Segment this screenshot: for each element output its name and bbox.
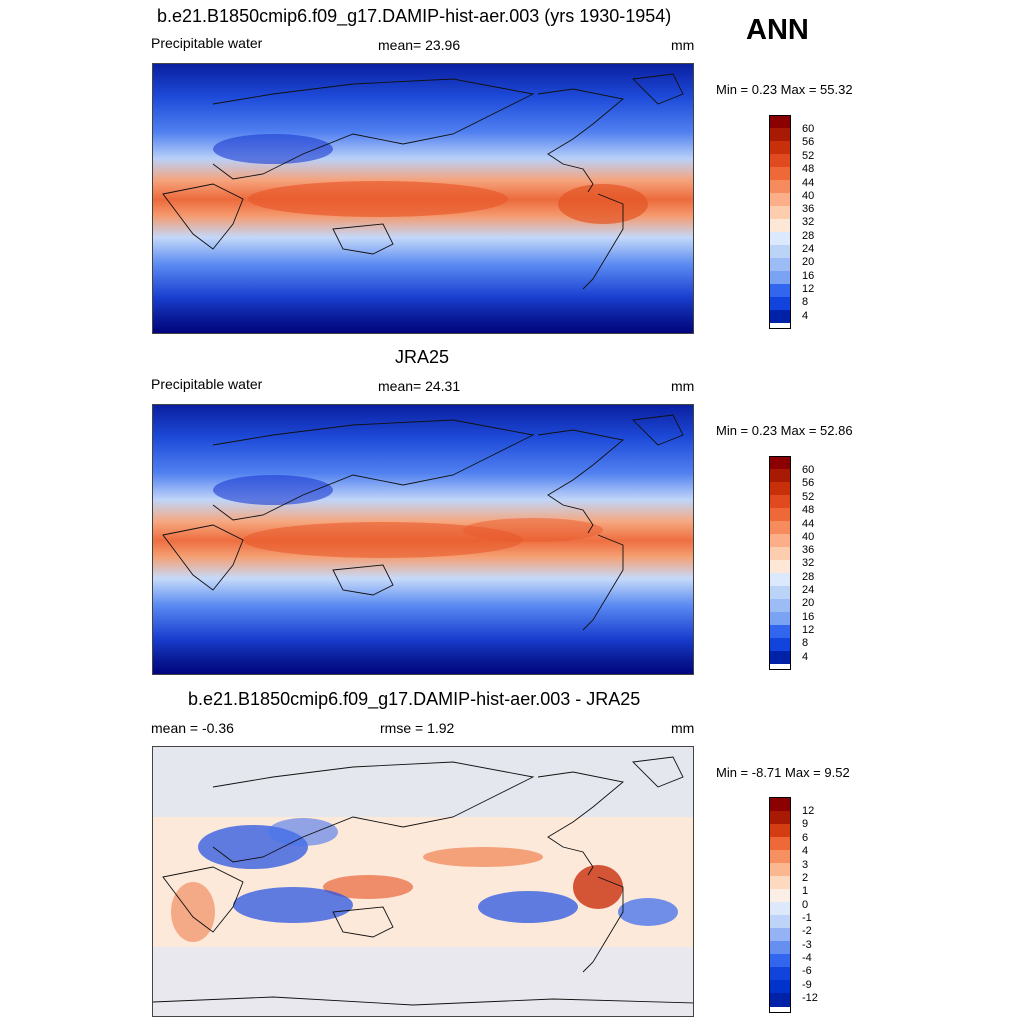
panel3-cbar-tick: 0 bbox=[802, 899, 809, 911]
panel3-cbar-tick: -3 bbox=[802, 939, 812, 951]
panel3-cbar-tick: 9 bbox=[802, 818, 809, 830]
panel2-cbar-tick: 60 bbox=[802, 464, 815, 476]
panel1-cbar-tick: 20 bbox=[802, 256, 815, 268]
panel2-cbar-tick: 40 bbox=[802, 531, 815, 543]
panel3-cbar-tick: -9 bbox=[802, 979, 812, 991]
season-label: ANN bbox=[746, 14, 809, 46]
panel3-cbar-tick: 12 bbox=[802, 805, 815, 817]
panel1-mean-label: mean= 23.96 bbox=[378, 37, 461, 53]
panel2-cbar-tick: 8 bbox=[802, 637, 809, 649]
panel2-cbar-tick: 28 bbox=[802, 571, 815, 583]
panel1-cbar-tick: 28 bbox=[802, 230, 815, 242]
panel1-cbar-tick: 40 bbox=[802, 190, 815, 202]
panel2-map bbox=[152, 404, 694, 675]
panel1-cbar-tick: 60 bbox=[802, 123, 815, 135]
panel3-cbar-tick: -6 bbox=[802, 965, 812, 977]
panel2-cbar-tick: 4 bbox=[802, 651, 809, 663]
panel2-minmax-label: Min = 0.23 Max = 52.86 bbox=[716, 423, 853, 438]
panel2-mean-label: mean= 24.31 bbox=[378, 378, 461, 394]
panel3-title: b.e21.B1850cmip6.f09_g17.DAMIP-hist-aer.… bbox=[188, 689, 641, 709]
panel1-cbar-tick: 8 bbox=[802, 296, 809, 308]
panel3-units-label: mm bbox=[671, 720, 695, 736]
panel1-cbar-tick: 4 bbox=[802, 310, 809, 322]
panel2-colorbar bbox=[769, 456, 791, 670]
panel1-units-label: mm bbox=[671, 37, 695, 53]
panel1-colorbar bbox=[769, 115, 791, 329]
panel1-cbar-tick: 48 bbox=[802, 163, 815, 175]
panel1-cbar-tick: 12 bbox=[802, 283, 815, 295]
panel3-map bbox=[152, 746, 694, 1017]
panel2-cbar-tick: 16 bbox=[802, 611, 815, 623]
panel2-units-label: mm bbox=[671, 378, 695, 394]
panel3-rmse-label: rmse = 1.92 bbox=[380, 720, 455, 736]
panel3-cbar-tick: 1 bbox=[802, 885, 809, 897]
panel2-title: JRA25 bbox=[395, 347, 450, 367]
panel2-cbar-tick: 52 bbox=[802, 491, 815, 503]
panel2-cbar-tick: 48 bbox=[802, 504, 815, 516]
panel3-cbar-tick: -2 bbox=[802, 925, 812, 937]
panel2-cbar-tick: 20 bbox=[802, 597, 815, 609]
panel3-cbar-tick: -1 bbox=[802, 912, 812, 924]
panel3-colorbar bbox=[769, 797, 791, 1013]
panel3-cbar-tick: 4 bbox=[802, 845, 809, 857]
panel3-mean-label: mean = -0.36 bbox=[151, 720, 234, 736]
panel1-cbar-tick: 24 bbox=[802, 243, 815, 255]
panel2-cbar-tick: 36 bbox=[802, 544, 815, 556]
panel3-cbar-tick: -4 bbox=[802, 952, 812, 964]
panel2-cbar-tick: 32 bbox=[802, 557, 815, 569]
panel1-minmax-label: Min = 0.23 Max = 55.32 bbox=[716, 82, 853, 97]
panel3-cbar-tick: -12 bbox=[802, 992, 818, 1004]
panel1-cbar-tick: 44 bbox=[802, 177, 815, 189]
panel1-variable-label: Precipitable water bbox=[151, 35, 263, 51]
panel1-cbar-tick: 56 bbox=[802, 136, 815, 148]
panel1-cbar-tick: 32 bbox=[802, 216, 815, 228]
panel2-cbar-tick: 12 bbox=[802, 624, 815, 636]
panel1-cbar-tick: 52 bbox=[802, 150, 815, 162]
panel3-cbar-tick: 3 bbox=[802, 859, 809, 871]
panel3-cbar-tick: 2 bbox=[802, 872, 809, 884]
panel1-cbar-tick: 16 bbox=[802, 270, 815, 282]
panel2-variable-label: Precipitable water bbox=[151, 376, 263, 392]
panel1-cbar-tick: 36 bbox=[802, 203, 815, 215]
panel2-cbar-tick: 44 bbox=[802, 518, 815, 530]
panel1-map bbox=[152, 63, 694, 334]
panel2-cbar-tick: 24 bbox=[802, 584, 815, 596]
panel2-cbar-tick: 56 bbox=[802, 477, 815, 489]
panel1-title: b.e21.B1850cmip6.f09_g17.DAMIP-hist-aer.… bbox=[157, 6, 672, 26]
panel3-cbar-tick: 6 bbox=[802, 832, 809, 844]
panel3-minmax-label: Min = -8.71 Max = 9.52 bbox=[716, 765, 850, 780]
